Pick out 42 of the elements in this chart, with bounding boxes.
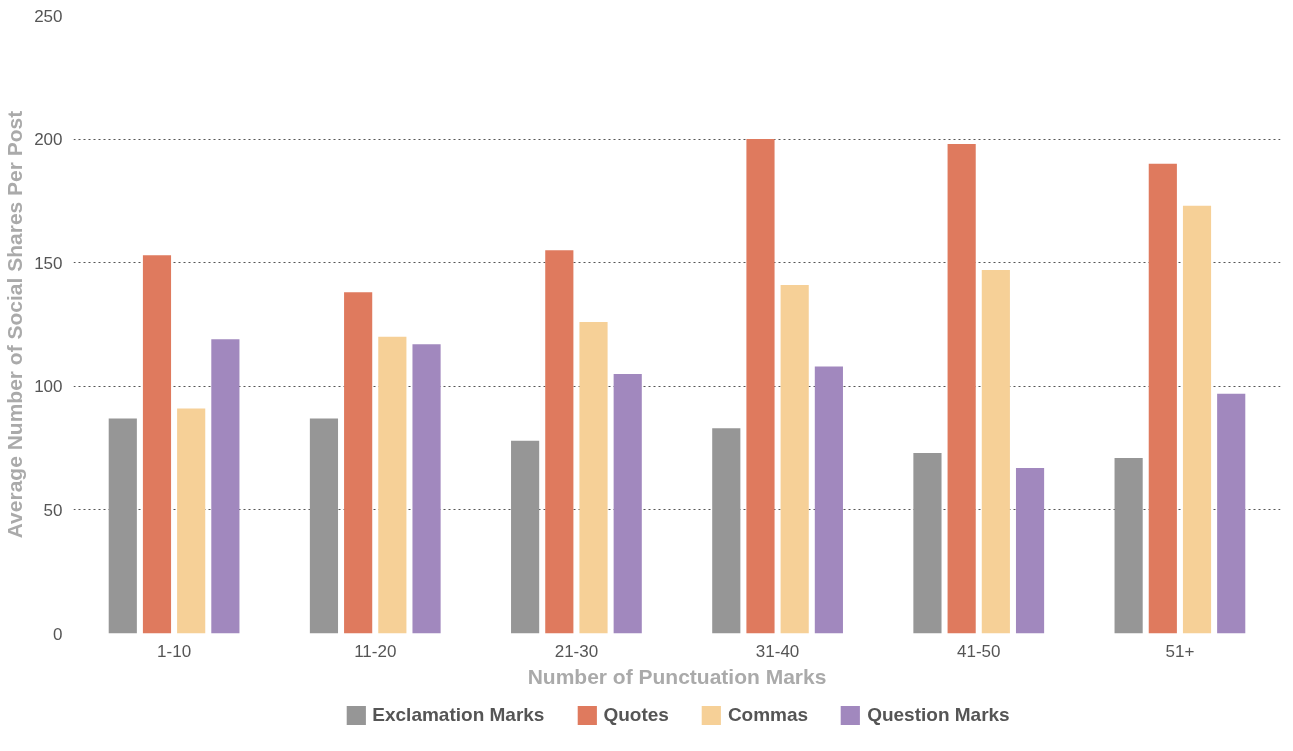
bar xyxy=(579,322,608,634)
legend-label: Exclamation Marks xyxy=(372,704,545,726)
bar xyxy=(511,440,540,634)
legend-label: Quotes xyxy=(603,704,669,726)
bar xyxy=(981,270,1010,634)
x-tick-label: 31-40 xyxy=(755,641,800,661)
bar xyxy=(746,139,775,634)
y-tick-label: 50 xyxy=(43,500,63,520)
bar xyxy=(712,428,741,634)
bar xyxy=(814,366,843,634)
legend-label: Question Marks xyxy=(867,704,1010,726)
x-tick-label: 11-20 xyxy=(354,641,397,661)
bar xyxy=(142,255,172,634)
bar xyxy=(1114,457,1143,634)
bar xyxy=(211,339,240,634)
x-tick-label: 51+ xyxy=(1165,641,1195,661)
bar xyxy=(913,453,942,634)
bar xyxy=(1217,393,1246,634)
x-tick-label: 41-50 xyxy=(957,641,1001,661)
legend-label: Commas xyxy=(727,704,809,726)
bar xyxy=(1015,467,1045,634)
bar xyxy=(108,418,137,634)
bar xyxy=(412,344,441,634)
bar xyxy=(378,336,407,634)
bar xyxy=(177,408,206,634)
y-tick-label: 150 xyxy=(34,253,63,273)
x-axis-title: Number of Punctuation Marks xyxy=(527,664,827,688)
bar xyxy=(1182,205,1212,634)
bar xyxy=(1148,163,1177,634)
x-tick-label: 1-10 xyxy=(157,641,192,661)
bar xyxy=(344,292,373,634)
y-tick-label: 200 xyxy=(34,130,63,150)
x-tick-label: 21-30 xyxy=(554,641,599,661)
y-tick-label: 100 xyxy=(34,377,63,397)
y-tick-label: 250 xyxy=(34,6,63,26)
bar xyxy=(309,418,339,634)
bar xyxy=(780,284,809,634)
bar xyxy=(613,373,642,634)
y-tick-label: 0 xyxy=(53,624,63,644)
bar xyxy=(545,250,574,634)
y-axis-title: Average Number of Social Shares Per Post xyxy=(3,110,27,539)
bar xyxy=(947,144,976,634)
